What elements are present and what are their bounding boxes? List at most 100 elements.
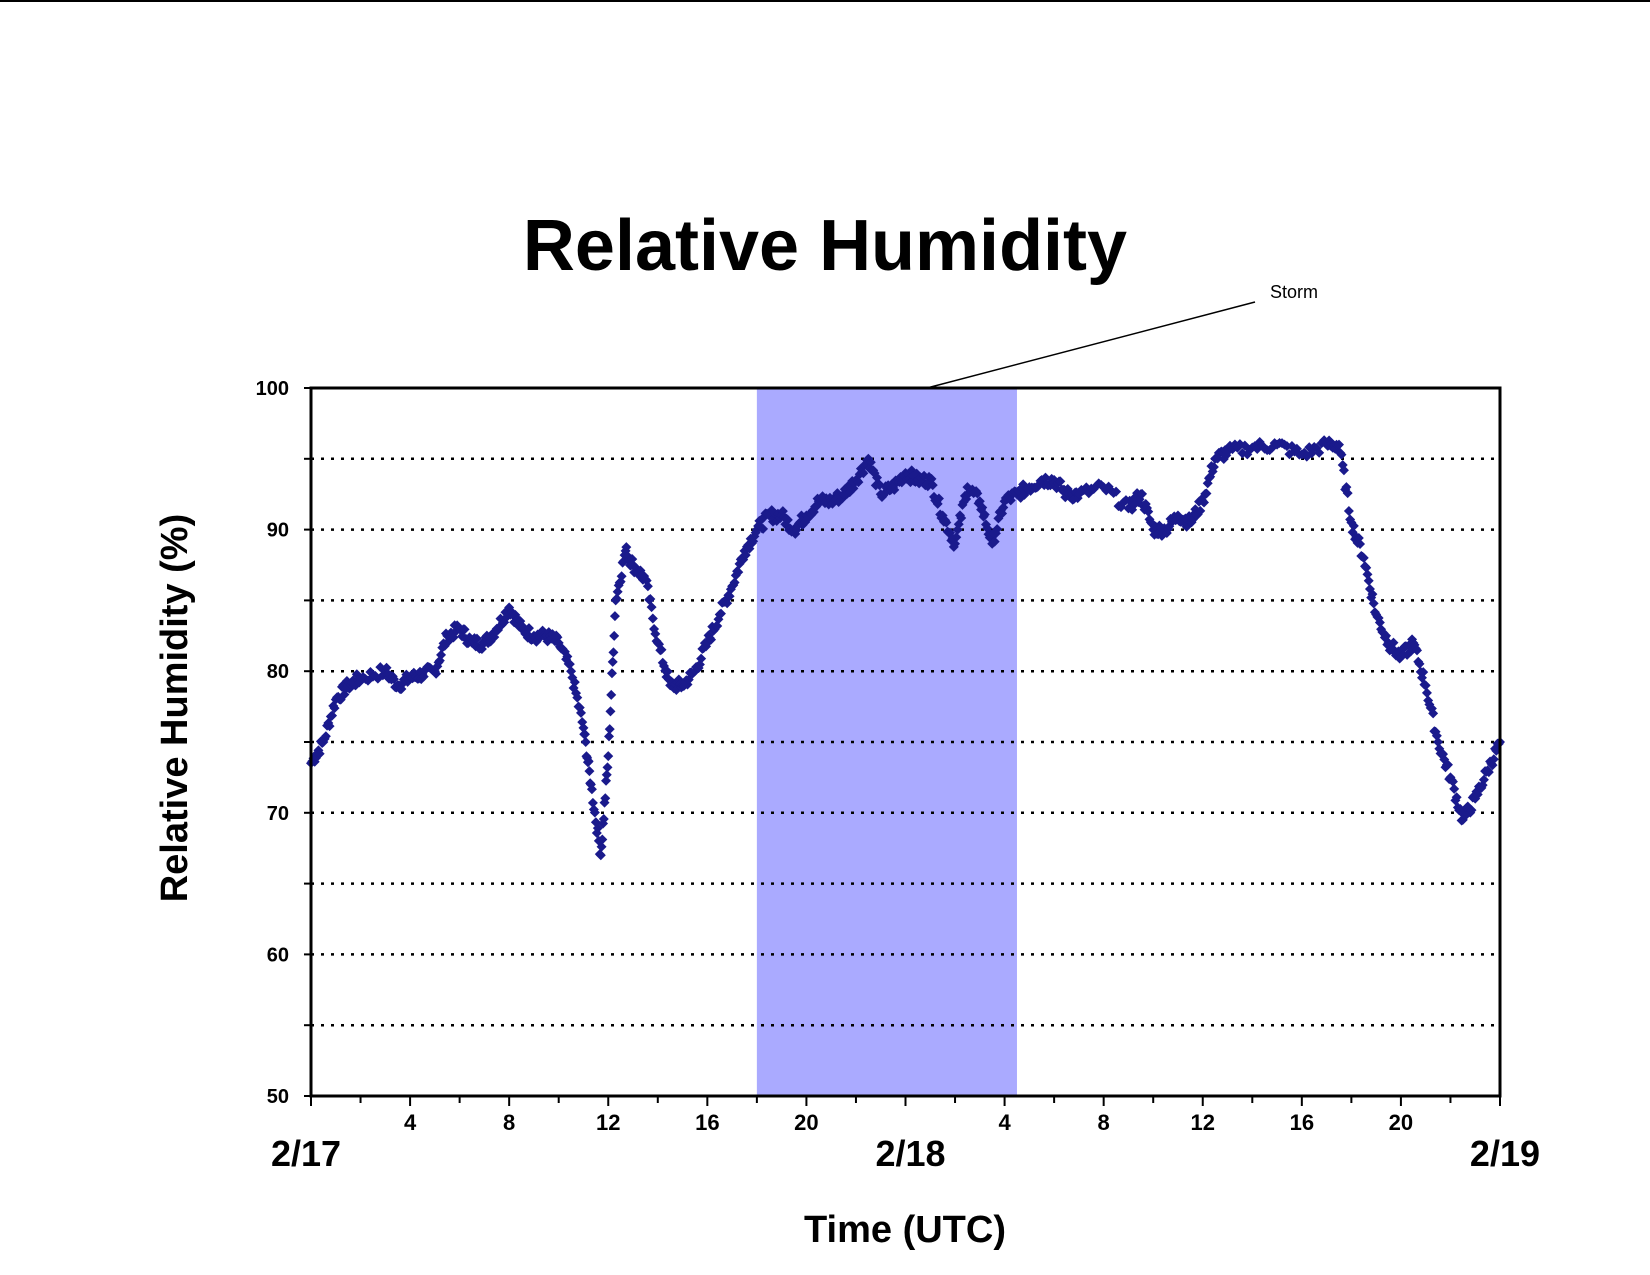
x-tick-label: 8 <box>1098 1110 1110 1135</box>
x-tick-label: 4 <box>998 1110 1011 1135</box>
chart-title: Relative Humidity <box>523 206 1127 286</box>
data-point-interp <box>1343 506 1354 517</box>
data-point-interp <box>583 756 594 767</box>
data-point-interp <box>1374 617 1385 628</box>
y-tick-label: 90 <box>267 520 289 542</box>
data-point <box>1333 439 1344 450</box>
data-point-interp <box>1198 497 1209 508</box>
data-point <box>950 538 961 549</box>
data-point-interp <box>609 611 620 622</box>
data-point-interp <box>865 457 876 468</box>
data-point-interp <box>597 834 608 845</box>
day-label: 2/18 <box>875 1133 945 1174</box>
data-point-interp <box>647 613 658 624</box>
data-point-interp <box>621 542 632 553</box>
data-point-interp <box>314 748 325 759</box>
data-point-interp <box>1418 667 1429 678</box>
data-point-interp <box>1449 783 1460 794</box>
data-point-interp <box>523 623 534 634</box>
data-point-interp <box>933 493 944 504</box>
data-point-interp <box>1201 488 1212 499</box>
x-tick-label: 4 <box>404 1110 417 1135</box>
data-point-interp <box>956 512 967 523</box>
x-tick-label: 8 <box>503 1110 515 1135</box>
top-border-line <box>0 0 1650 2</box>
data-point-interp <box>606 668 617 679</box>
data-point-interp <box>1137 488 1148 499</box>
data-point-interp <box>607 656 618 667</box>
data-point-interp <box>926 473 937 484</box>
x-tick-label: 16 <box>695 1110 719 1135</box>
x-axis-ticks: 4 8 12 16 20 4 8 12 16 20 2/17 2/18 2/19 <box>271 1096 1540 1174</box>
data-point-interp <box>418 671 429 682</box>
data-point-interp <box>1361 562 1372 573</box>
data-point-interp <box>569 677 580 688</box>
day-label: 2/17 <box>271 1133 341 1174</box>
data-point-interp <box>562 651 573 662</box>
data-point-interp <box>1428 708 1439 719</box>
data-point-interp <box>696 653 707 664</box>
data-point-interp <box>612 586 623 597</box>
data-point-interp <box>1466 805 1477 816</box>
x-tick-label: 16 <box>1290 1110 1314 1135</box>
data-point-interp <box>656 644 667 655</box>
data-point-interp <box>1111 486 1122 497</box>
data-point <box>595 850 606 861</box>
data-point-interp <box>576 707 587 718</box>
storm-annotation-leader <box>926 301 1256 389</box>
data-point-interp <box>992 524 1003 535</box>
data-point-interp <box>1388 637 1399 648</box>
data-point-interp <box>603 731 614 742</box>
data-point-interp <box>989 536 1000 547</box>
data-point-interp <box>327 710 338 721</box>
x-axis-label: Time (UTC) <box>804 1209 1006 1251</box>
data-point-interp <box>616 571 627 582</box>
data-point-interp <box>320 731 331 742</box>
data-point-interp <box>941 517 952 528</box>
data-point-interp <box>602 762 613 773</box>
data-point-interp <box>758 523 769 534</box>
data-point-interp <box>1363 575 1374 586</box>
data-point-interp <box>381 662 392 673</box>
data-point-interp <box>611 593 622 604</box>
data-point-interp <box>586 784 597 795</box>
data-point-interp <box>1355 539 1366 550</box>
data-point-interp <box>1412 645 1423 656</box>
data-point-interp <box>1338 465 1349 476</box>
data-point-interp <box>608 647 619 658</box>
data-point-interp <box>584 766 595 777</box>
data-point-interp <box>598 814 609 825</box>
data-point-interp <box>596 841 607 852</box>
data-point <box>566 666 577 677</box>
data-point-interp <box>606 689 617 700</box>
y-axis-ticks: 50 60 70 80 90 100 <box>256 378 311 1108</box>
data-point-interp <box>580 737 591 748</box>
data-point <box>603 751 614 762</box>
data-point-interp <box>1208 462 1219 473</box>
data-point-interp <box>1336 449 1347 460</box>
data-point-interp <box>650 628 661 639</box>
data-point-interp <box>1143 506 1154 517</box>
y-tick-label: 60 <box>267 944 289 966</box>
data-point-interp <box>1421 687 1432 698</box>
data-point-interp <box>782 514 793 525</box>
data-point-interp <box>587 797 598 808</box>
data-point-interp <box>1055 476 1066 487</box>
data-point-interp <box>1342 488 1353 499</box>
data-point-interp <box>609 630 620 641</box>
data-point-interp <box>564 659 575 670</box>
data-point-interp <box>1447 776 1458 787</box>
data-point-interp <box>1478 774 1489 785</box>
data-point-interp <box>733 567 744 578</box>
y-tick-label: 50 <box>267 1086 289 1108</box>
data-point <box>1433 737 1444 747</box>
data-point-interp <box>1362 569 1373 580</box>
data-point <box>1358 552 1369 563</box>
data-point-interp <box>601 769 612 780</box>
data-point-interp <box>715 608 726 619</box>
data-point-interp <box>927 480 938 491</box>
data-point-interp <box>436 649 447 660</box>
data-point-interp <box>324 721 335 732</box>
storm-annotation-label: Storm <box>1270 282 1318 302</box>
